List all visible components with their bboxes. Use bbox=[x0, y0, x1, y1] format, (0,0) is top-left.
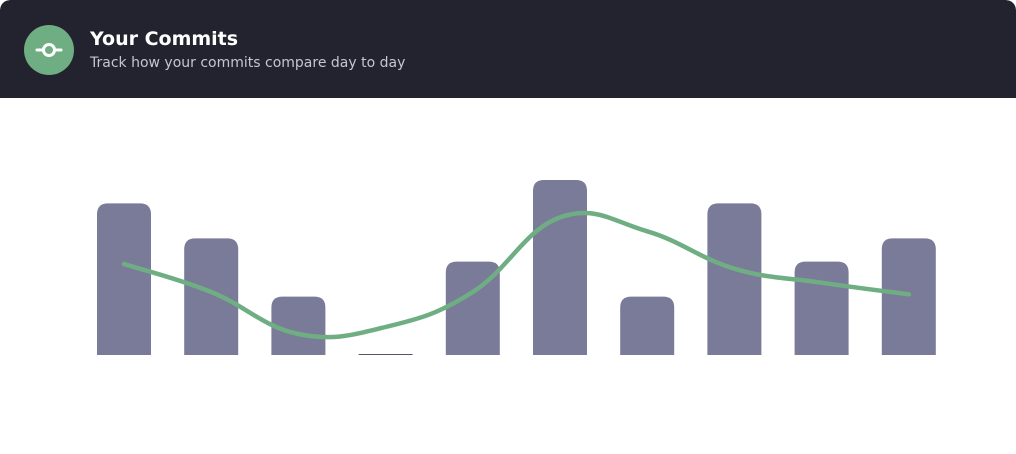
card-header: Your Commits Track how your commits comp… bbox=[0, 0, 1016, 98]
bar bbox=[184, 238, 239, 355]
trend-line bbox=[121, 210, 912, 340]
bar bbox=[620, 296, 675, 355]
bar bbox=[707, 203, 762, 355]
bar bbox=[881, 238, 936, 355]
bar bbox=[533, 180, 587, 355]
bar-series bbox=[97, 180, 936, 355]
page-subtitle: Track how your commits compare day to da… bbox=[90, 55, 406, 71]
bar bbox=[445, 261, 500, 355]
bar bbox=[271, 296, 326, 355]
page-title: Your Commits bbox=[90, 28, 239, 50]
git-commit-icon bbox=[24, 25, 74, 75]
bar bbox=[97, 203, 151, 355]
bar bbox=[794, 261, 849, 355]
bar bbox=[358, 354, 413, 355]
